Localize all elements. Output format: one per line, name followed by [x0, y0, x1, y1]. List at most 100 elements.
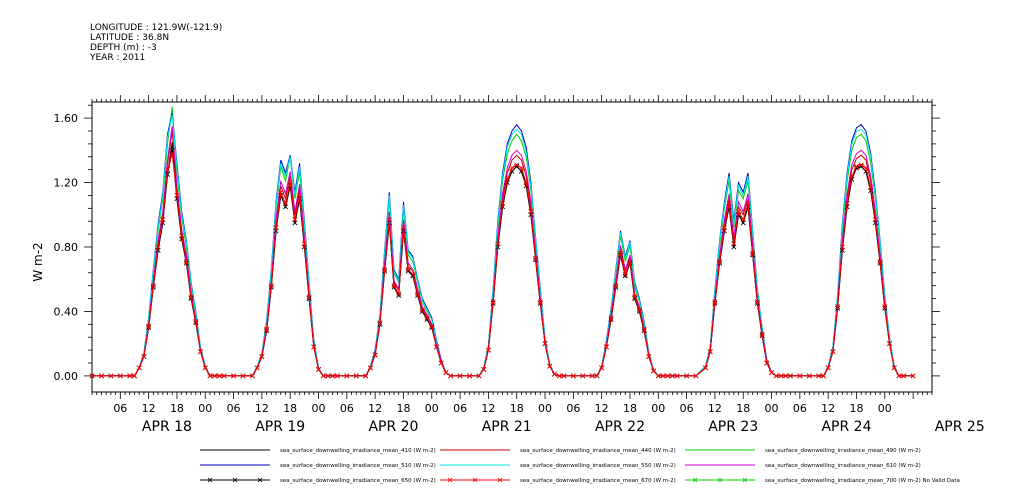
series-point-7	[759, 331, 765, 337]
series-point-7	[618, 250, 624, 256]
series-point-6	[622, 273, 628, 279]
x-hour-tick-label: 00	[425, 402, 439, 415]
series-point-7	[98, 373, 104, 379]
series-point-7	[853, 163, 860, 169]
plot-border	[91, 101, 933, 393]
series-point-7	[887, 341, 893, 347]
series-point-7	[216, 373, 222, 379]
x-hour-tick-label: 12	[821, 402, 835, 415]
legend-marker	[717, 477, 723, 483]
x-hour-tick-label: 00	[312, 402, 326, 415]
series-point-7	[202, 365, 208, 371]
series-line-5	[92, 126, 914, 377]
series-point-7	[476, 373, 482, 379]
series-point-7	[764, 360, 770, 366]
x-day-label: APR 21	[482, 419, 532, 435]
series-point-7	[344, 373, 350, 379]
series-point-7	[495, 241, 501, 247]
x-hour-tick-label: 06	[566, 402, 580, 415]
series-point-7	[490, 299, 496, 305]
series-point-7	[193, 318, 199, 324]
series-point-7	[249, 373, 255, 379]
series-point-7	[740, 217, 746, 223]
x-hour-tick-label: 18	[283, 402, 297, 415]
header-depth: DEPTH (m) : -3	[90, 43, 157, 53]
x-hour-tick-label: 00	[878, 402, 892, 415]
series-point-6	[514, 163, 520, 169]
series-line-4	[92, 114, 914, 377]
series-point-7	[787, 373, 793, 379]
series-point-7	[816, 373, 822, 379]
series-point-7	[485, 347, 491, 353]
series-point-7	[844, 200, 850, 207]
series-point-7	[646, 354, 652, 360]
series-point-7	[254, 365, 260, 371]
series-point-7	[183, 258, 189, 265]
series-point-7	[320, 373, 326, 379]
series-point-7	[537, 299, 543, 305]
series-point-7	[415, 291, 421, 297]
series-point-7	[547, 363, 553, 369]
series-point-7	[693, 373, 699, 379]
series-point-7	[311, 344, 317, 350]
series-point-7	[599, 365, 605, 371]
series-point-7	[131, 373, 137, 379]
series-point-7	[797, 373, 803, 379]
series-point-7	[179, 233, 185, 239]
series-point-7	[613, 283, 619, 289]
legend-marker	[472, 477, 478, 483]
series-point-6	[396, 292, 402, 298]
x-hour-tick-label: 12	[142, 402, 156, 415]
series-point-7	[438, 360, 444, 366]
series-point-7	[264, 326, 270, 332]
legend-marker	[257, 477, 263, 483]
series-point-7	[778, 373, 784, 379]
series-point-7	[825, 365, 831, 371]
x-hour-tick-label: 06	[227, 402, 241, 415]
series-point-7	[315, 366, 322, 372]
series-point-7	[108, 373, 114, 379]
series-point-7	[268, 283, 274, 289]
series-point-7	[330, 373, 336, 379]
series-point-7	[533, 255, 539, 261]
series-point-7	[872, 217, 878, 223]
series-point-7	[551, 371, 557, 377]
series-point-7	[500, 200, 506, 207]
header-block: LONGITUDE : 121.9W(-121.9) LATITUDE : 36…	[89, 23, 222, 63]
series-point-7	[712, 299, 718, 305]
legend-marker	[447, 477, 453, 483]
series-point-7	[745, 200, 751, 207]
series-point-7	[198, 349, 204, 355]
x-hour-tick-label: 12	[595, 402, 609, 415]
series-point-7	[504, 176, 510, 182]
legend-marker	[497, 477, 503, 483]
series-point-7	[726, 200, 732, 207]
series-point-7	[259, 354, 265, 360]
series-point-7	[896, 373, 902, 379]
series-point-7	[528, 209, 534, 215]
legend-label: sea_surface_downwelling_irradiance_mean_…	[765, 478, 960, 484]
x-hour-tick-label: 00	[538, 402, 552, 415]
series-point-7	[783, 373, 789, 379]
x-day-label: APR 20	[368, 419, 418, 435]
series-point-7	[429, 323, 435, 329]
series-point-7	[627, 258, 633, 265]
x-day-label: APR 24	[821, 419, 871, 435]
series-point-7	[754, 299, 760, 305]
x-hour-tick-label: 18	[396, 402, 410, 415]
series-point-7	[467, 373, 473, 379]
series-point-7	[400, 225, 406, 231]
series-point-7	[608, 315, 614, 321]
series-point-7	[155, 244, 161, 250]
series-point-7	[405, 267, 411, 273]
x-hour-tick-label: 00	[765, 402, 779, 415]
legend-label: sea_surface_downwelling_irradiance_mean_…	[280, 463, 436, 469]
series-point-7	[169, 151, 175, 157]
series-point-7	[386, 217, 392, 223]
legend-marker	[232, 477, 238, 483]
series-point-7	[221, 373, 227, 379]
series-point-7	[278, 189, 284, 195]
series-point-7	[830, 349, 836, 355]
series-point-7	[164, 167, 171, 173]
